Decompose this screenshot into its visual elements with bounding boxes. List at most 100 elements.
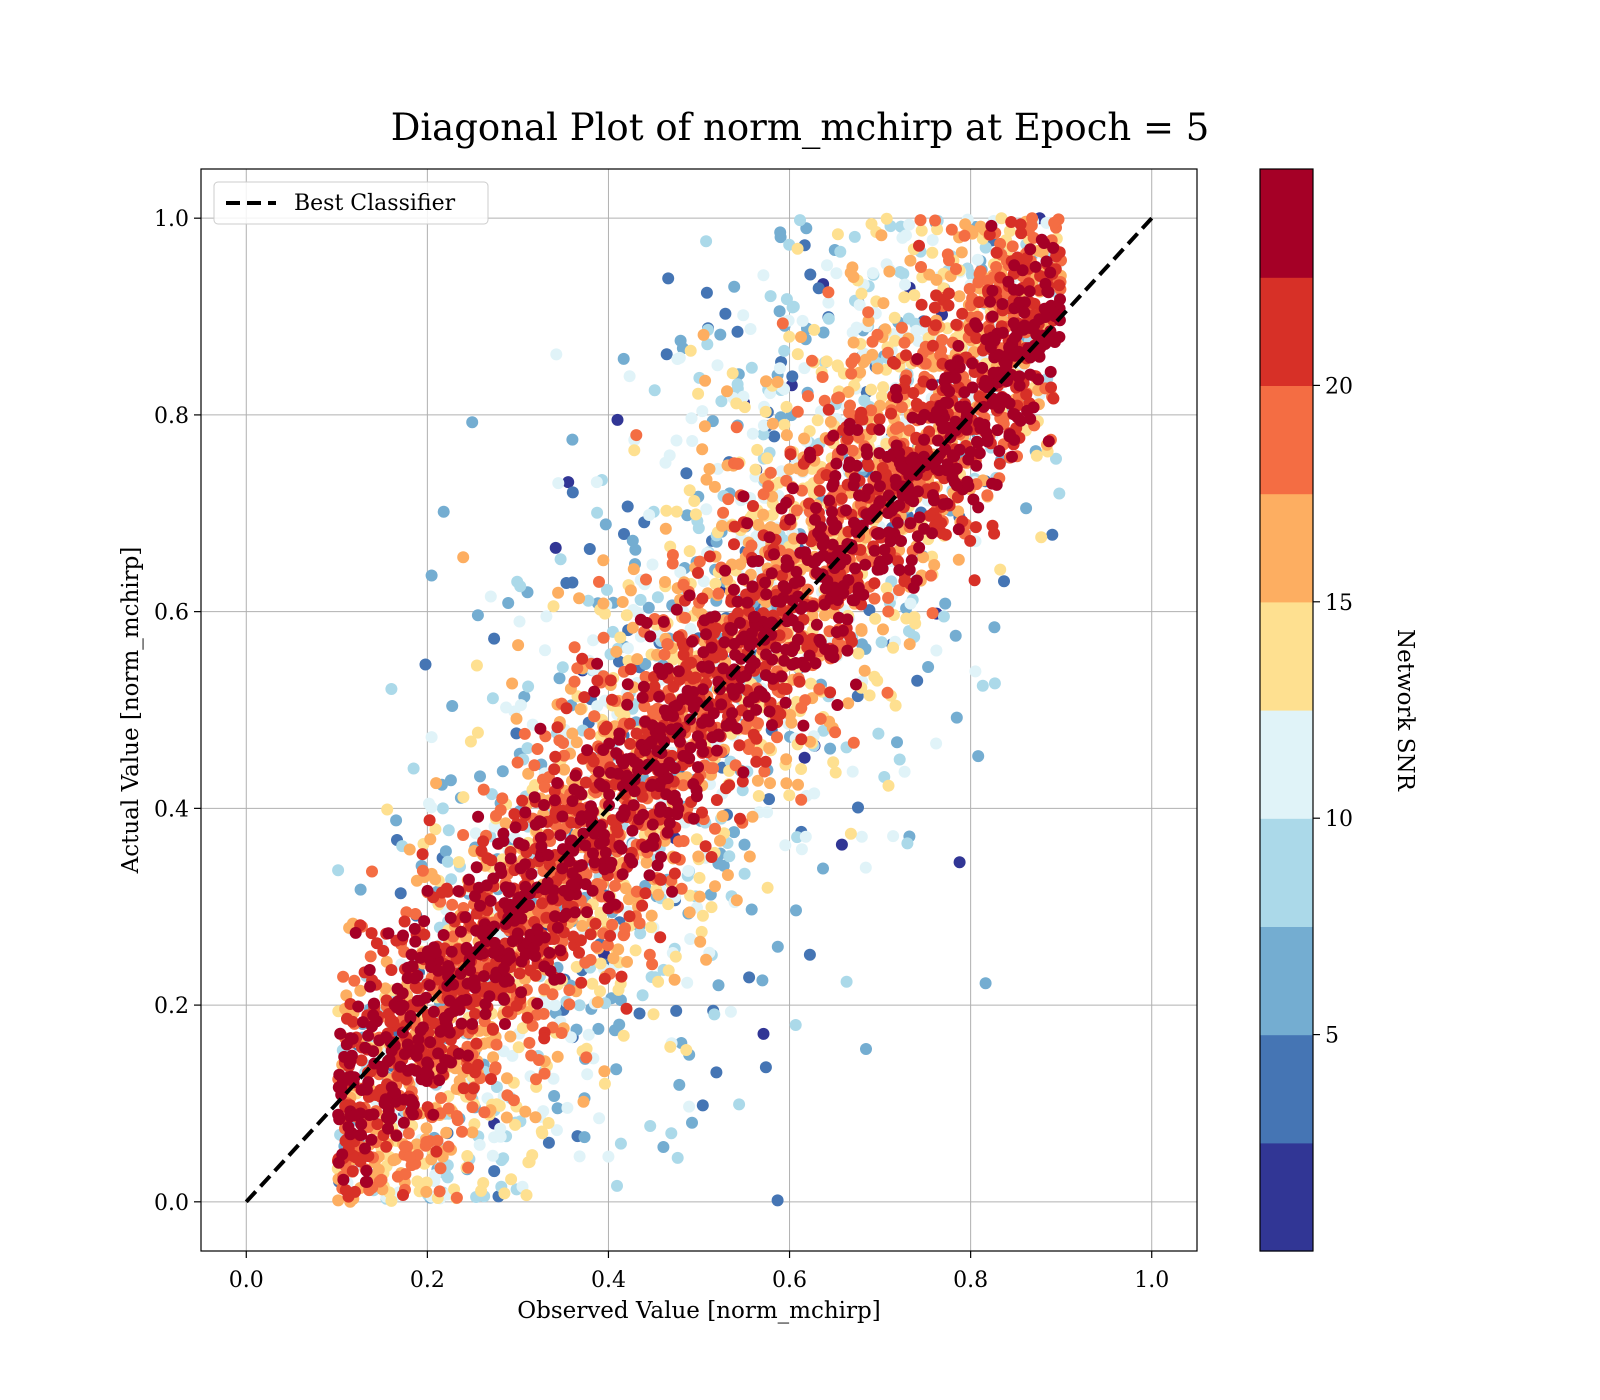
scatter-point xyxy=(724,622,737,634)
scatter-point xyxy=(657,615,670,628)
scatter-point xyxy=(629,944,642,957)
scatter-point xyxy=(591,996,604,1009)
scatter-point xyxy=(647,1008,660,1021)
scatter-point xyxy=(450,1191,463,1204)
scatter-point xyxy=(709,651,722,664)
scatter-point xyxy=(515,986,528,999)
scatter-point xyxy=(910,324,923,337)
scatter-point xyxy=(337,970,350,983)
scatter-point xyxy=(416,848,429,861)
scatter-point xyxy=(626,824,639,837)
scatter-point xyxy=(548,933,560,945)
scatter-point xyxy=(939,597,952,610)
scatter-point xyxy=(461,1150,474,1162)
scatter-point xyxy=(599,518,612,531)
scatter-point xyxy=(420,991,433,1004)
scatter-point xyxy=(746,427,759,440)
scatter-point xyxy=(665,1127,678,1140)
scatter-point xyxy=(780,777,793,790)
scatter-point xyxy=(501,1005,514,1018)
scatter-point xyxy=(644,630,657,643)
scatter-point xyxy=(968,574,981,587)
scatter-point xyxy=(443,994,456,1007)
scatter-point xyxy=(549,750,562,763)
scatter-point xyxy=(784,513,797,526)
scatter-point xyxy=(669,851,682,864)
scatter-point xyxy=(1053,279,1066,292)
scatter-point xyxy=(925,569,937,582)
scatter-point xyxy=(786,370,799,383)
scatter-point xyxy=(636,899,649,912)
scatter-point xyxy=(882,779,895,792)
scatter-point xyxy=(549,541,562,554)
scatter-point xyxy=(662,272,675,285)
scatter-point xyxy=(630,429,643,442)
scatter-point xyxy=(666,549,679,561)
scatter-point xyxy=(612,983,625,996)
scatter-point xyxy=(859,558,872,571)
scatter-point xyxy=(469,827,482,840)
scatter-point xyxy=(904,597,917,610)
scatter-point xyxy=(584,810,597,823)
scatter-point xyxy=(445,873,458,886)
scatter-point xyxy=(420,1176,433,1189)
scatter-point xyxy=(668,867,681,880)
scatter-point xyxy=(913,239,925,252)
scatter-point xyxy=(648,384,661,397)
scatter-point xyxy=(588,685,601,698)
scatter-point xyxy=(988,621,1001,634)
scatter-point xyxy=(702,660,715,673)
scatter-point xyxy=(811,414,824,427)
scatter-point xyxy=(800,222,813,235)
scatter-point xyxy=(583,727,596,740)
scatter-point xyxy=(574,703,587,716)
scatter-point xyxy=(435,1062,448,1075)
scatter-point xyxy=(693,871,706,884)
scatter-point xyxy=(1010,329,1023,342)
scatter-point xyxy=(697,328,710,341)
scatter-point xyxy=(907,581,920,594)
scatter-point xyxy=(504,952,516,965)
scatter-point xyxy=(721,573,734,586)
scatter-point xyxy=(539,644,551,657)
scatter-point xyxy=(437,505,450,518)
scatter-point xyxy=(592,1022,605,1035)
scatter-point xyxy=(538,799,550,811)
scatter-point xyxy=(507,1094,520,1107)
scatter-point xyxy=(887,830,900,843)
scatter-point xyxy=(915,261,927,273)
scatter-point xyxy=(485,1073,497,1085)
scatter-point xyxy=(889,383,902,396)
scatter-point xyxy=(452,856,465,869)
scatter-point xyxy=(349,1185,361,1198)
scatter-point xyxy=(424,1036,437,1049)
scatter-point xyxy=(683,484,696,497)
scatter-point xyxy=(423,814,436,827)
scatter-point xyxy=(441,855,454,868)
scatter-point xyxy=(601,583,613,596)
scatter-point xyxy=(516,794,529,807)
scatter-point xyxy=(880,582,893,595)
scatter-point xyxy=(990,246,1003,259)
scatter-point xyxy=(339,1184,352,1197)
scatter-point xyxy=(969,665,982,678)
scatter-point xyxy=(966,357,979,370)
scatter-point xyxy=(466,1018,479,1030)
scatter-point xyxy=(636,989,649,1002)
scatter-point xyxy=(824,415,837,428)
scatter-point xyxy=(519,858,532,871)
scatter-point xyxy=(645,779,658,792)
scatter-point xyxy=(604,929,617,942)
scatter-point xyxy=(542,1117,555,1129)
scatter-point xyxy=(709,822,721,835)
scatter-point xyxy=(813,683,826,695)
scatter-point xyxy=(511,927,524,940)
scatter-point xyxy=(711,462,724,475)
scatter-point xyxy=(619,882,632,895)
scatter-point xyxy=(646,958,659,971)
scatter-point xyxy=(700,286,713,299)
scatter-point xyxy=(771,1194,784,1207)
scatter-point xyxy=(380,1140,393,1153)
scatter-point xyxy=(502,597,515,609)
scatter-point xyxy=(398,915,411,928)
